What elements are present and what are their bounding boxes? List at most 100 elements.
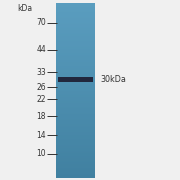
Bar [56,3,95,5]
Bar [56,124,95,126]
Bar [56,143,95,145]
Bar [56,56,95,57]
Bar [56,31,95,33]
Bar [56,22,95,24]
Bar [56,25,95,27]
Bar [56,5,95,6]
Bar [56,93,95,95]
Bar [56,114,95,116]
Bar [56,16,95,18]
Bar [56,83,95,85]
Bar [56,120,95,122]
Bar [56,70,95,72]
Bar [56,85,95,87]
Bar [56,175,95,177]
Bar [56,63,95,65]
Bar [56,69,95,71]
Bar [56,54,95,56]
Bar [56,41,95,43]
Bar [56,75,95,76]
Bar [56,8,95,9]
Bar [56,118,95,120]
Bar [56,171,95,172]
Bar [56,117,95,119]
Bar [56,174,95,175]
Bar [56,86,95,88]
Bar [56,139,95,140]
Text: 33: 33 [36,68,46,76]
Bar [56,89,95,91]
Bar [56,131,95,133]
Bar [56,60,95,62]
Bar [56,77,95,79]
Text: 18: 18 [36,112,46,121]
Text: 26: 26 [36,83,46,92]
Bar [56,95,95,97]
Bar [56,156,95,158]
Text: kDa: kDa [17,4,32,13]
Bar [56,102,95,104]
Bar [56,32,95,34]
Text: 22: 22 [36,95,46,104]
Bar [56,24,95,25]
Bar [56,64,95,66]
Bar [56,107,95,108]
Bar [56,66,95,68]
Bar [56,53,95,55]
Bar [56,6,95,8]
Bar [56,67,95,69]
Bar [56,34,95,36]
Bar [56,176,95,178]
Bar [56,158,95,159]
Bar [56,163,95,165]
Bar [56,58,95,60]
Bar [56,40,95,41]
Bar [56,37,95,39]
Bar [56,73,95,75]
Bar [56,76,95,78]
Bar [56,10,95,12]
Bar [56,30,95,31]
Bar [56,82,95,84]
Bar [56,147,95,149]
Bar [56,80,95,82]
Bar [56,133,95,135]
Bar [56,18,95,20]
Text: 70: 70 [36,18,46,27]
Bar [56,112,95,114]
Bar [56,141,95,143]
Bar [56,91,95,92]
Bar [56,38,95,40]
Bar [56,61,95,63]
Bar [56,134,95,136]
Bar [56,172,95,174]
Bar [56,140,95,142]
Bar [56,98,95,100]
Bar [56,150,95,152]
Bar [56,44,95,46]
Bar [56,168,95,170]
Bar [56,130,95,132]
Text: 10: 10 [36,149,46,158]
Bar [56,105,95,107]
Bar [56,26,95,28]
Bar [56,48,95,50]
Bar [56,79,95,81]
Bar [56,42,95,44]
Bar [56,9,95,11]
Bar [56,144,95,146]
Bar [56,108,95,110]
Bar [56,45,95,47]
Bar [58,77,93,82]
Text: 44: 44 [36,45,46,54]
Bar [56,152,95,154]
Bar [56,14,95,15]
Bar [56,125,95,127]
Bar [56,136,95,138]
Bar [56,72,95,73]
Bar [56,47,95,49]
Bar [56,15,95,17]
Bar [56,146,95,148]
Bar [56,121,95,123]
Bar [56,155,95,156]
